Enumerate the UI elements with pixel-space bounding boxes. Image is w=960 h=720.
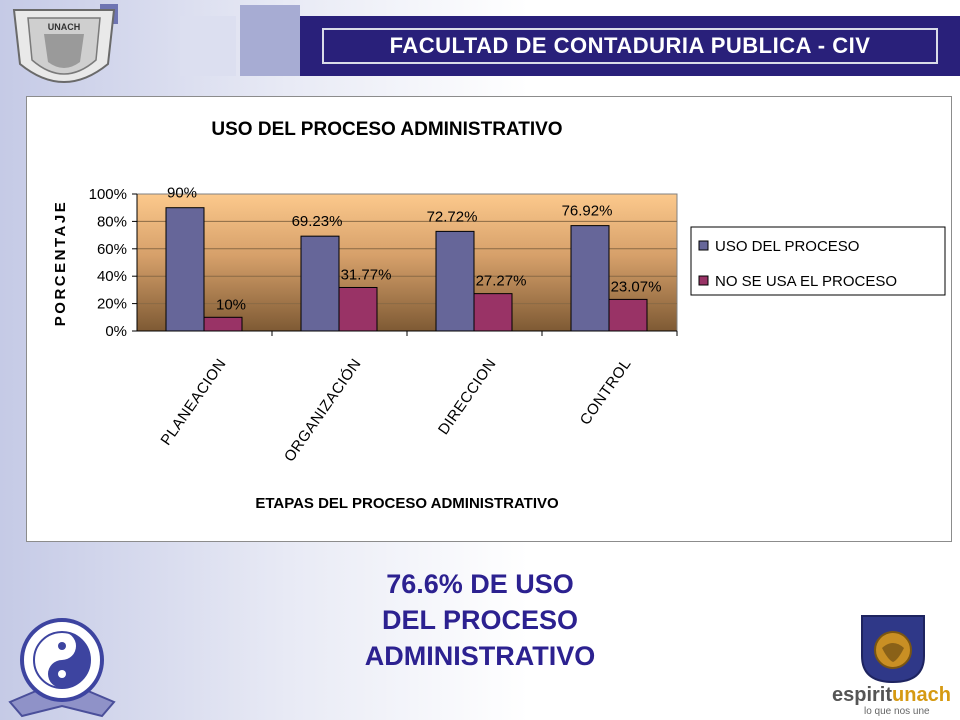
data-label: 90% (167, 185, 197, 202)
header-band (300, 16, 960, 76)
y-tick-label: 60% (97, 241, 127, 258)
y-tick-label: 80% (97, 213, 127, 230)
data-label: 23.07% (611, 278, 662, 295)
y-tick-label: 20% (97, 296, 127, 313)
caption-line: DEL PROCESO (381, 605, 579, 635)
brand-wordmark: espiritunach (832, 684, 951, 707)
bar-no-uso (203, 316, 243, 332)
yin-yang-emblem-icon (8, 618, 116, 718)
x-category-label: PLANEACION (158, 356, 230, 449)
x-axis-categories: PLANEACION ORGANIZACIÓN DIRECCION CONTROL (158, 331, 678, 466)
caption: 76.6% DE USO DEL PROCESO ADMINISTRATIVO (300, 566, 660, 674)
x-category-label: DIRECCION (435, 356, 500, 438)
data-label: 31.77% (341, 266, 392, 283)
bar-no-uso (338, 286, 378, 332)
bars (165, 207, 648, 332)
bar-no-uso (473, 293, 513, 332)
x-category-label: ORGANIZACIÓN (281, 356, 365, 466)
data-label: 69.23% (292, 213, 343, 230)
data-label: 27.27% (476, 273, 527, 290)
caption-line: ADMINISTRATIVO (364, 641, 596, 671)
legend-swatch (698, 275, 709, 286)
decor-square (240, 5, 300, 76)
bar-uso (300, 235, 340, 332)
bar-chart: USO DEL PROCESO ADMINISTRATIVO 0% 20% 40% 6… (52, 119, 946, 512)
data-labels: 90% 10% 69.23% 31.77% 72.72% 27.27% 76.92% 23.0… (167, 185, 661, 314)
bar-no-uso (608, 298, 648, 332)
data-label: 10% (216, 296, 246, 313)
bar-uso (165, 207, 205, 332)
legend-swatch (698, 240, 709, 251)
data-label: 72.72% (427, 208, 478, 225)
y-tick-label: 0% (105, 323, 127, 340)
y-tick-label: 100% (89, 186, 127, 203)
brand-text-accent: unach (892, 684, 951, 706)
bar-uso (435, 230, 475, 332)
legend-box (690, 226, 946, 296)
header-box: FACULTAD DE CONTADURIA PUBLICA - CIV (322, 28, 938, 64)
university-seal-icon: UNACH (12, 9, 116, 83)
chart-frame: USO DEL PROCESO ADMINISTRATIVO 0% 20% 40% 6… (26, 96, 952, 542)
brand-slogan: lo que nos une (864, 706, 930, 717)
decor-square (180, 16, 236, 76)
x-axis-title: ETAPAS DEL PROCESO ADMINISTRATIVO (255, 495, 559, 512)
y-axis-title: PORCENTAJE (52, 200, 69, 326)
legend: USO DEL PROCESO NO SE USA EL PROCESO (690, 226, 946, 296)
espiritu-unach-shield-icon (861, 615, 925, 684)
data-label: 76.92% (562, 203, 613, 220)
caption-line: 76.6% DE USO (386, 569, 574, 599)
legend-label: USO DEL PROCESO (715, 238, 859, 255)
x-category-label: CONTROL (577, 356, 635, 429)
bar-uso (570, 225, 610, 332)
brand-text: espirit (832, 684, 893, 706)
page-title: FACULTAD DE CONTADURIA PUBLICA - CIV (389, 33, 871, 58)
legend-label: NO SE USA EL PROCESO (715, 273, 897, 290)
chart-title: USO DEL PROCESO ADMINISTRATIVO (211, 119, 562, 140)
y-tick-label: 40% (97, 268, 127, 285)
svg-text:UNACH: UNACH (48, 22, 81, 32)
